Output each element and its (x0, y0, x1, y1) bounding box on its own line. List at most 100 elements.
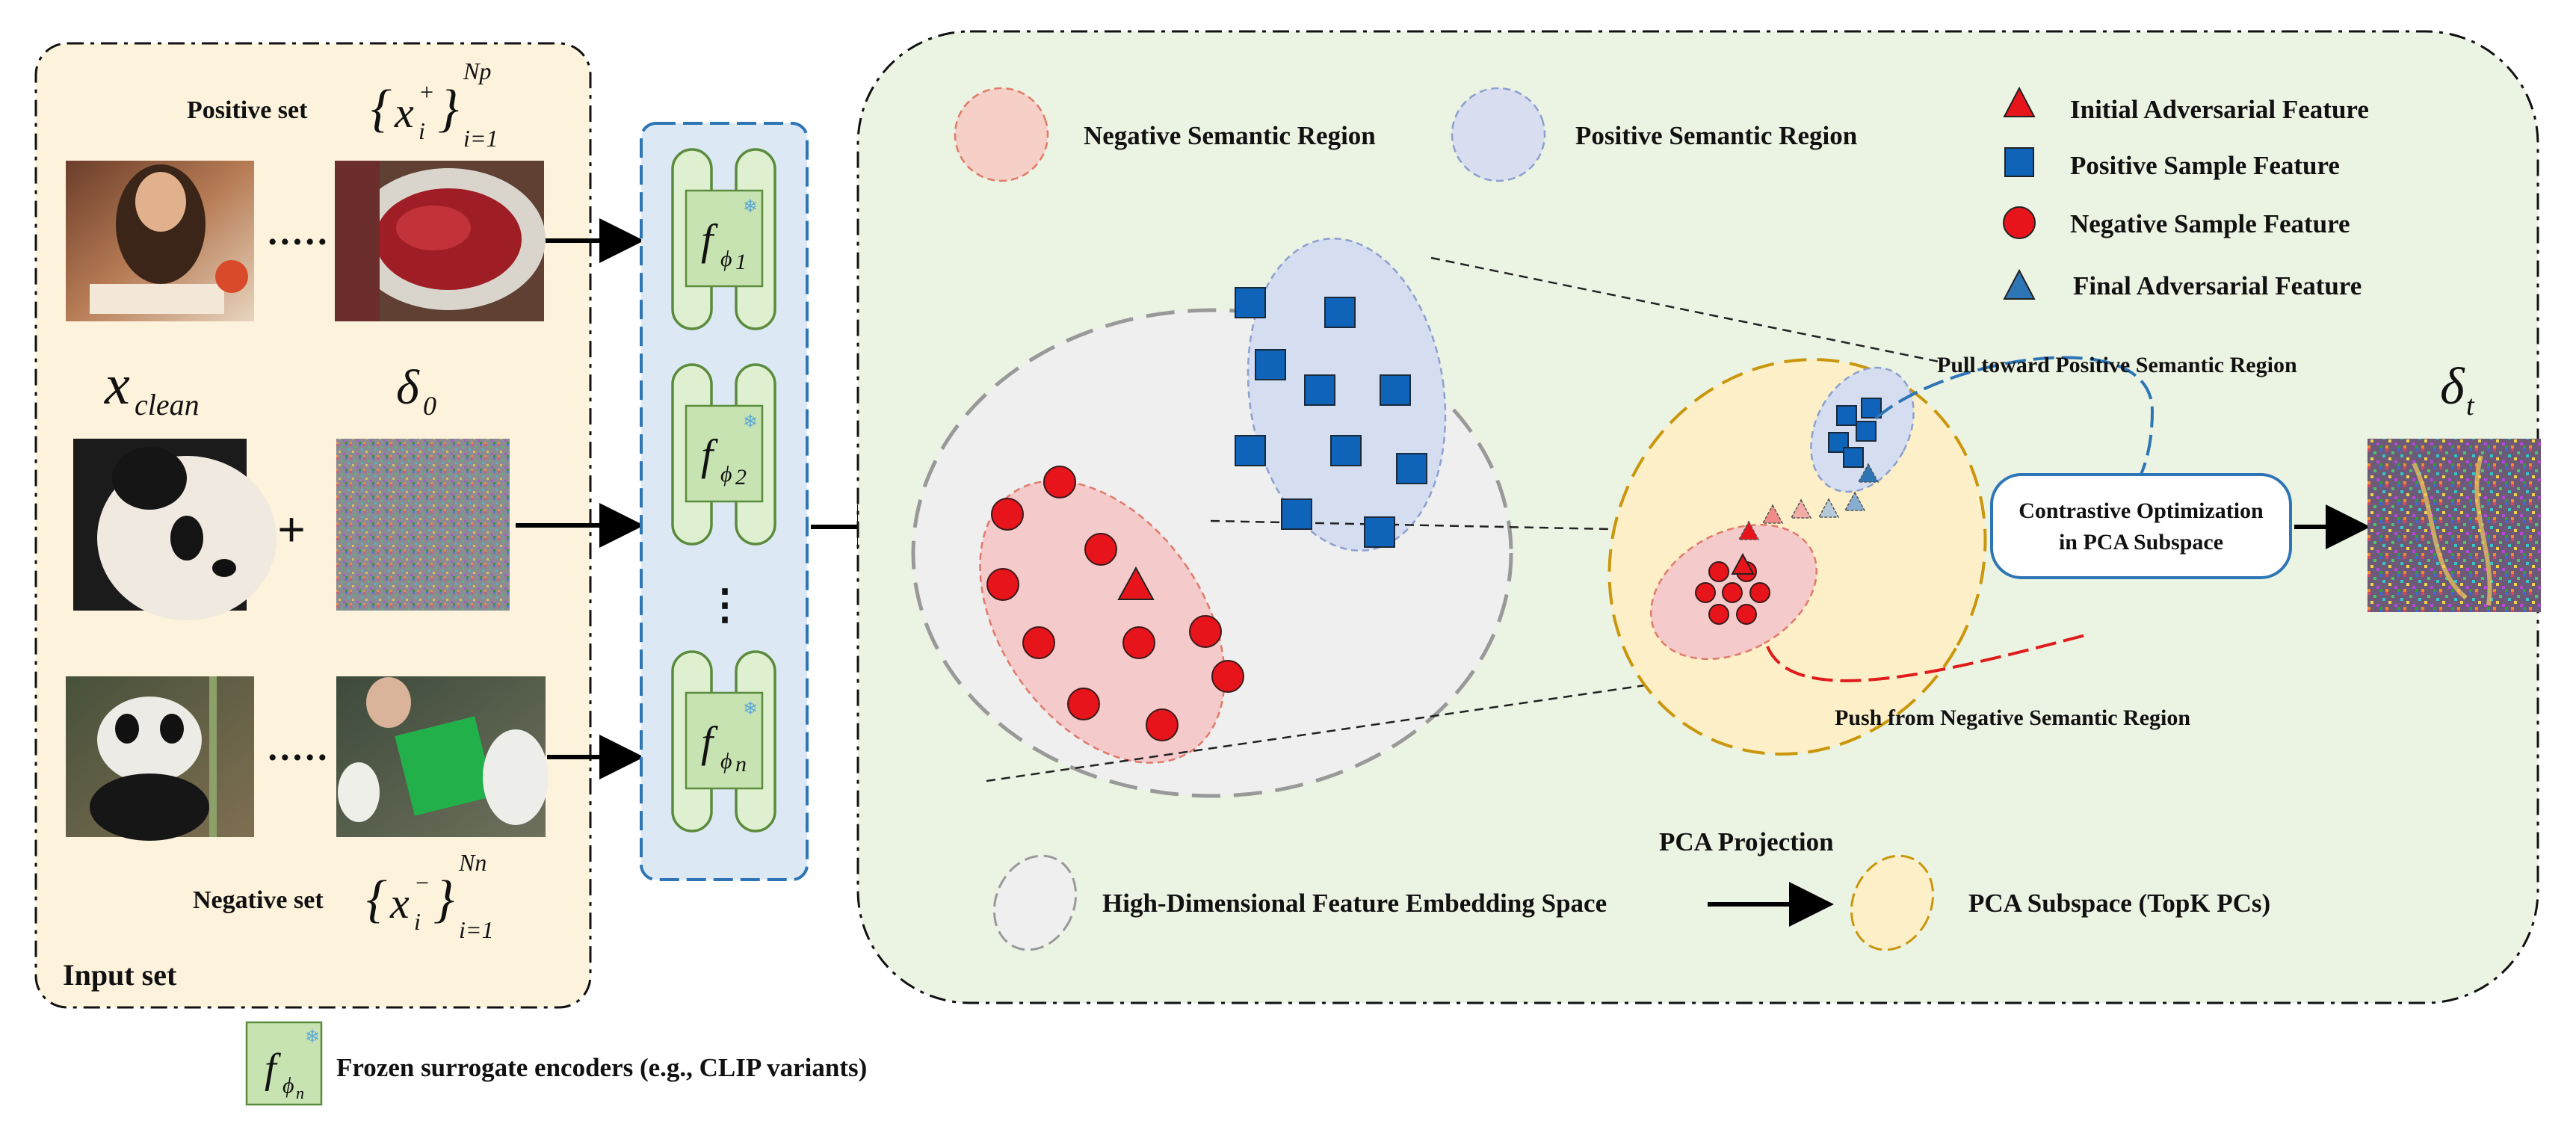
input-panel: Positive set { x + i } Np i=1 ····· x c (34, 42, 592, 1009)
positive-sub: i (418, 117, 425, 144)
final-perturbation-image (2367, 439, 2541, 612)
positive-feature-point (1304, 374, 1335, 406)
negative-feature-point (1146, 708, 1179, 741)
feature-space-panel: Negative Semantic Region Positive Semant… (856, 30, 2539, 1004)
initial-perturbation-image (336, 439, 510, 611)
encoder-2: f ϕ 2❄ (671, 363, 776, 546)
projection-line-top (1430, 256, 1944, 364)
legend-negative-region-label: Negative Semantic Region (1084, 121, 1376, 150)
negative-sup: − (414, 869, 430, 896)
encoder-vdots: ⋮ (704, 582, 746, 629)
legend-final-adversarial-marker (2003, 268, 2036, 300)
delta-t-var: δ (2440, 358, 2465, 416)
positive-feature-point (1396, 453, 1427, 484)
encoder-phi: ϕ (720, 749, 732, 773)
negative-image-1 (66, 676, 254, 841)
contrastive-optimization-box (1990, 473, 2292, 579)
adversarial-trajectory-point (1761, 504, 1784, 524)
legend-negative-region-swatch (954, 87, 1049, 182)
pca-negative-point (1749, 582, 1770, 603)
negative-feature-point (1189, 615, 1222, 648)
negative-var: x (389, 879, 410, 927)
encoder-index: 2 (735, 465, 747, 490)
positive-set-label: Positive set (187, 96, 308, 124)
positive-image-1 (66, 161, 254, 321)
encoder-body (685, 189, 764, 288)
negative-feature-point (986, 568, 1019, 601)
pca-negative-point (1722, 582, 1743, 603)
initial-adversarial-point (1117, 566, 1155, 600)
adversarial-trajectory-point (1844, 491, 1866, 511)
adversarial-trajectory-point (1738, 520, 1760, 540)
negative-semantic-region (979, 480, 1226, 764)
pca-positive-point (1836, 405, 1857, 426)
pca-positive-point (1856, 421, 1877, 442)
pca-positive-point (1861, 398, 1882, 419)
encoder-3: f ϕ n❄ (671, 650, 776, 833)
pull-label: Pull toward Positive Semantic Region (1937, 353, 2297, 377)
footer-encoder-swatch (245, 1021, 323, 1106)
negative-feature-point (991, 498, 1024, 531)
encoder-body (685, 691, 764, 790)
positive-ellipsis: ····· (266, 220, 328, 262)
legend-initial-adversarial-marker (2003, 86, 2036, 117)
encoder-index: 1 (735, 250, 747, 274)
legend-high-dim-swatch (992, 854, 1078, 951)
adversarial-trajectory-point (1790, 498, 1812, 519)
push-arrow (1766, 634, 2086, 682)
positive-feature-point (1281, 498, 1312, 530)
footer-encoder-idx: n (296, 1084, 304, 1102)
positive-feature-point (1330, 435, 1362, 466)
adversarial-trajectory-point (1817, 498, 1840, 518)
encoder-phi: ϕ (720, 247, 732, 271)
delta-t-sub: t (2466, 390, 2475, 422)
negative-feature-point (1067, 688, 1100, 720)
negative-ellipsis: ····· (266, 736, 328, 778)
pca-negative-point (1736, 604, 1757, 625)
optimization-label-line2: in PCA Subspace (2059, 530, 2223, 555)
negative-feature-point (1122, 626, 1155, 659)
snowflake-icon: ❄ (743, 197, 758, 217)
positive-right-brace: } (438, 80, 459, 138)
projection-line-bottom (986, 682, 1656, 782)
legend-high-dim-label: High-Dimensional Feature Embedding Space (1102, 889, 1607, 918)
negative-image-2 (336, 676, 549, 837)
pca-positive-point (1843, 447, 1864, 468)
negative-set-formula: { x − i } Nn i=1 (366, 849, 493, 943)
positive-upper: Np (463, 58, 491, 84)
positive-feature-point (1235, 435, 1266, 466)
pca-negative-point (1695, 582, 1716, 603)
positive-feature-point (1235, 287, 1266, 318)
clean-panda-image (73, 439, 277, 620)
positive-feature-point (1380, 374, 1411, 406)
delta0-sub: 0 (423, 391, 436, 421)
legend-positive-feature-label: Positive Sample Feature (2070, 151, 2340, 180)
footer-encoder-caption: Frozen surrogate encoders (e.g., CLIP va… (336, 1053, 867, 1082)
positive-set-formula: { x + i } Np i=1 (371, 58, 498, 152)
negative-left-brace: { (366, 871, 387, 928)
positive-image-2 (335, 161, 546, 321)
x-clean-sub: clean (135, 388, 200, 422)
snowflake-icon: ❄ (743, 700, 758, 719)
high-dim-points (986, 287, 1427, 741)
negative-right-brace: } (433, 871, 454, 928)
negative-sub: i (414, 908, 421, 935)
negative-lower: i=1 (459, 916, 493, 943)
pca-initial-adversarial-point (1731, 552, 1755, 575)
negative-feature-point (1084, 533, 1117, 566)
pca-points (1695, 398, 1882, 625)
positive-var: x (394, 88, 414, 137)
encoder-body (685, 404, 764, 503)
legend-negative-feature-marker (2003, 206, 2036, 239)
snowflake-icon: ❄ (743, 413, 758, 432)
encoder-stack: f ϕ 1❄f ϕ 2❄f ϕ n❄ (671, 148, 776, 833)
negative-feature-point (1022, 626, 1055, 659)
legend-pca-subspace-swatch (1850, 854, 1935, 951)
negative-feature-point (1211, 660, 1244, 693)
footer-encoder-phi: ϕ (282, 1073, 294, 1098)
delta0-var: δ (396, 360, 420, 415)
positive-feature-point (1255, 349, 1286, 380)
encoder-panel: f ϕ 1❄f ϕ 2❄f ϕ n❄ ⋮ (640, 122, 809, 881)
pca-negative-point (1708, 561, 1729, 582)
encoder-index: n (735, 752, 747, 776)
